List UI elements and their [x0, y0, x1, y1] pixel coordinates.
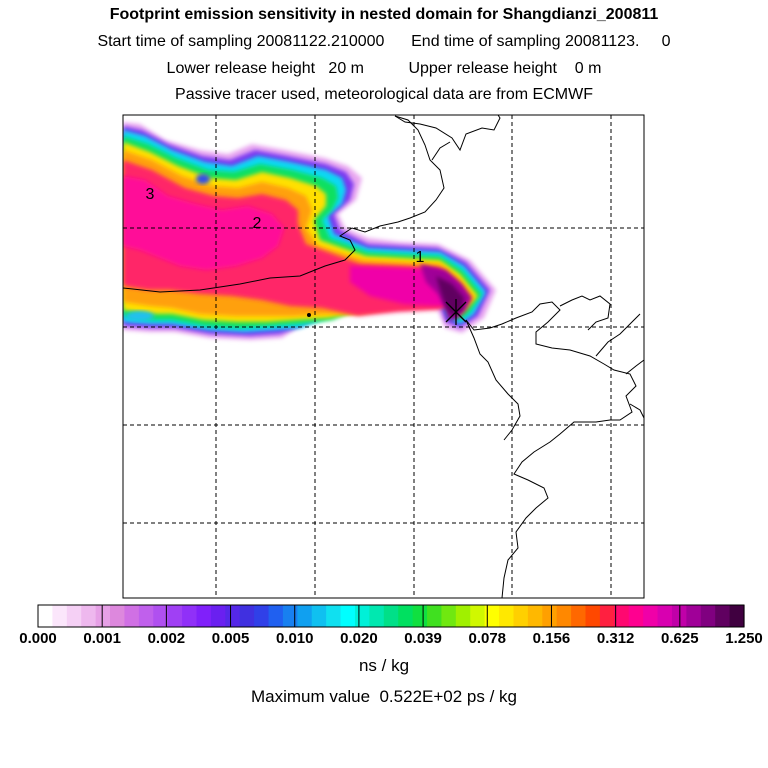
colorbar [38, 605, 745, 627]
colorbar-swatch [369, 605, 385, 627]
colorbar-swatch [268, 605, 284, 627]
colorbar-swatch [297, 605, 313, 627]
colorbar-swatch [66, 605, 82, 627]
colorbar-tick-label: 0.000 [19, 630, 57, 647]
colorbar-swatch [153, 605, 169, 627]
colorbar-swatch [340, 605, 356, 627]
colorbar-tick-label: 0.010 [275, 630, 314, 647]
colorbar-swatch [239, 605, 255, 627]
colorbar-swatch [542, 605, 558, 627]
colorbar-tick-label: 0.156 [532, 630, 571, 647]
colorbar-swatch [311, 605, 327, 627]
colorbar-swatch [196, 605, 212, 627]
colorbar-swatch [383, 605, 399, 627]
colorbar-swatch [513, 605, 529, 627]
colorbar-tick-label: 0.005 [211, 630, 250, 647]
map-label-2: 2 [253, 215, 262, 232]
release-height-line: Lower release height 20 m Upper release … [166, 60, 602, 77]
colorbar-swatch [427, 605, 443, 627]
colorbar-swatch [527, 605, 543, 627]
colorbar-tick-label: 0.312 [596, 630, 635, 647]
map-title: Footprint emission sensitivity in nested… [109, 6, 659, 23]
x-marker-icon [445, 299, 467, 325]
colorbar-unit: ns / kg [358, 656, 410, 675]
station-dot [307, 313, 311, 317]
colorbar-swatch [210, 605, 226, 627]
colorbar-swatch [614, 605, 630, 627]
colorbar-swatch [95, 605, 111, 627]
colorbar-swatch [657, 605, 673, 627]
tracer-info-line: Passive tracer used, meteorological data… [175, 86, 593, 103]
colorbar-swatch [398, 605, 414, 627]
colorbar-swatch [729, 605, 745, 627]
colorbar-swatch [700, 605, 716, 627]
colorbar-swatch [354, 605, 370, 627]
colorbar-swatch [715, 605, 731, 627]
sampling-time-line: Start time of sampling 20081122.210000 E… [97, 33, 671, 50]
colorbar-tick-label: 0.039 [404, 630, 442, 647]
colorbar-swatch [138, 605, 154, 627]
maximum-value: Maximum value 0.522E+02 ps / kg [251, 687, 517, 706]
colorbar-swatch [499, 605, 515, 627]
colorbar-swatch [167, 605, 183, 627]
colorbar-swatch [599, 605, 615, 627]
colorbar-swatch [686, 605, 702, 627]
map-label-1: 1 [416, 249, 425, 266]
colorbar-swatch [571, 605, 587, 627]
colorbar-swatch [412, 605, 428, 627]
colorbar-tick-label: 0.002 [147, 630, 186, 647]
footprint-plume [123, 122, 496, 340]
colorbar-tick-label: 0.001 [83, 630, 121, 647]
colorbar-swatch [628, 605, 644, 627]
colorbar-swatch [326, 605, 342, 627]
colorbar-swatch [182, 605, 198, 627]
colorbar-swatch [52, 605, 68, 627]
colorbar-swatch [110, 605, 126, 627]
colorbar-swatch [225, 605, 241, 627]
colorbar-swatch [455, 605, 471, 627]
colorbar-swatch [81, 605, 97, 627]
colorbar-swatch [124, 605, 140, 627]
colorbar-tick-label: 1.250 [725, 630, 763, 647]
colorbar-tick-label: 0.020 [340, 630, 378, 647]
coastlines [123, 115, 644, 598]
colorbar-swatch [441, 605, 457, 627]
colorbar-swatch [643, 605, 659, 627]
colorbar-tick-label: 0.078 [468, 630, 507, 647]
colorbar-swatch [556, 605, 572, 627]
colorbar-swatch [282, 605, 298, 627]
colorbar-swatch [585, 605, 601, 627]
map-grid [123, 115, 644, 598]
map-label-3: 3 [146, 186, 155, 203]
colorbar-tick-label: 0.625 [661, 630, 699, 647]
colorbar-swatch [484, 605, 500, 627]
colorbar-swatch [470, 605, 486, 627]
map-frame [122, 114, 645, 599]
colorbar-ticks [37, 605, 745, 627]
colorbar-swatch [254, 605, 270, 627]
colorbar-swatch [38, 605, 54, 627]
